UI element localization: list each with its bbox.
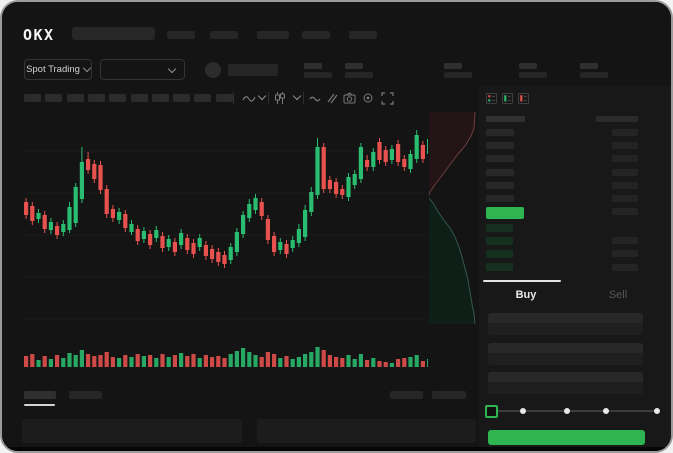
total-input[interactable] bbox=[488, 372, 643, 394]
slider-handle[interactable] bbox=[485, 405, 498, 418]
order-history-table bbox=[257, 419, 476, 443]
orderbook-last-price[interactable] bbox=[486, 207, 524, 219]
slider-stop[interactable] bbox=[654, 408, 660, 414]
chevron-down-icon bbox=[167, 64, 177, 74]
camera-icon[interactable] bbox=[343, 92, 356, 104]
toolbar-placeholder[interactable] bbox=[173, 94, 191, 102]
nav-item-placeholder[interactable] bbox=[349, 31, 377, 39]
nav-item-placeholder[interactable] bbox=[257, 31, 289, 39]
chevron-down-icon[interactable] bbox=[257, 91, 267, 101]
orderbook-amount-placeholder bbox=[612, 181, 638, 189]
amount-slider[interactable] bbox=[491, 410, 658, 412]
orderbook-ask-row[interactable] bbox=[486, 181, 514, 189]
candlestick-style-icon[interactable] bbox=[274, 92, 286, 104]
pair-selector-dropdown[interactable] bbox=[100, 59, 185, 80]
price-input[interactable] bbox=[488, 313, 643, 335]
brush-icon[interactable] bbox=[326, 92, 338, 104]
indicator-icon[interactable] bbox=[309, 95, 321, 102]
orderbook-header-placeholder bbox=[486, 116, 525, 122]
toolbar-placeholder[interactable] bbox=[194, 94, 212, 102]
depth-chart[interactable] bbox=[428, 110, 478, 326]
orderbook-amount-placeholder bbox=[612, 129, 638, 136]
orderbook-bid-row[interactable] bbox=[486, 224, 513, 232]
nav-item-placeholder[interactable] bbox=[210, 31, 238, 39]
toolbar-placeholder[interactable] bbox=[109, 94, 127, 102]
orderbook-view-bids-icon[interactable] bbox=[502, 93, 513, 104]
slider-stop[interactable] bbox=[520, 408, 526, 414]
fullscreen-icon[interactable] bbox=[381, 92, 394, 105]
tab-buy[interactable]: Buy bbox=[515, 289, 537, 301]
orderbook-ask-row[interactable] bbox=[486, 168, 514, 176]
orderbook-ask-row[interactable] bbox=[486, 155, 514, 163]
bottom-action-placeholder[interactable] bbox=[432, 391, 466, 399]
orderbook-amount-placeholder bbox=[612, 237, 638, 244]
toolbar-placeholder[interactable] bbox=[45, 94, 63, 102]
settings-gear-icon[interactable] bbox=[362, 92, 374, 104]
orderbook-bid-row[interactable] bbox=[486, 237, 513, 246]
orderbook-ask-row[interactable] bbox=[486, 129, 514, 136]
coin-avatar bbox=[205, 62, 221, 78]
orderbook-ask-row[interactable] bbox=[486, 195, 514, 202]
toolbar-placeholder[interactable] bbox=[130, 94, 148, 102]
slider-stop[interactable] bbox=[564, 408, 570, 414]
orderbook-amount-placeholder bbox=[612, 263, 638, 271]
orderbook-view-both-icon[interactable] bbox=[486, 93, 497, 104]
orderbook-amount-placeholder bbox=[612, 195, 638, 202]
open-orders-table bbox=[22, 419, 242, 443]
line-chart-icon[interactable] bbox=[242, 93, 256, 103]
candlestick-chart[interactable] bbox=[22, 109, 428, 341]
bottom-tab[interactable] bbox=[69, 391, 102, 399]
slider-stop[interactable] bbox=[603, 408, 609, 414]
orderbook-header-placeholder bbox=[596, 116, 638, 122]
chevron-down-icon bbox=[82, 63, 92, 73]
bottom-tab-underline bbox=[24, 404, 55, 406]
nav-item-placeholder[interactable] bbox=[167, 31, 195, 39]
amount-input[interactable] bbox=[488, 343, 643, 365]
orderbook-amount-placeholder bbox=[612, 168, 638, 176]
volume-chart[interactable] bbox=[22, 342, 428, 369]
pair-name-placeholder bbox=[228, 64, 278, 76]
orderbook-amount-placeholder bbox=[612, 208, 638, 216]
toolbar-placeholder[interactable] bbox=[87, 94, 105, 102]
toolbar-placeholder[interactable] bbox=[215, 94, 233, 102]
orderbook-bid-row[interactable] bbox=[486, 263, 513, 272]
bottom-action-placeholder[interactable] bbox=[390, 391, 423, 399]
market-type-label: Spot Trading bbox=[26, 64, 80, 75]
global-search-input[interactable] bbox=[72, 27, 155, 40]
buy-button[interactable] bbox=[488, 430, 645, 445]
orderbook-amount-placeholder bbox=[612, 155, 638, 163]
chevron-down-icon[interactable] bbox=[292, 91, 302, 101]
bezel-strip bbox=[2, 447, 671, 451]
orderbook-amount-placeholder bbox=[612, 250, 638, 258]
orderbook-amount-placeholder bbox=[612, 142, 638, 150]
active-tab-indicator bbox=[483, 280, 561, 282]
toolbar-placeholder[interactable] bbox=[24, 94, 41, 102]
toolbar-placeholder[interactable] bbox=[66, 94, 84, 102]
orderbook-ask-row[interactable] bbox=[486, 142, 514, 150]
orderbook-view-asks-icon[interactable] bbox=[518, 93, 529, 104]
market-type-dropdown[interactable]: Spot Trading bbox=[24, 59, 92, 80]
nav-item-placeholder[interactable] bbox=[302, 31, 330, 39]
tab-sell[interactable]: Sell bbox=[608, 289, 628, 301]
orderbook-bid-row[interactable] bbox=[486, 250, 513, 259]
okx-logo[interactable]: OKX bbox=[23, 26, 55, 44]
bottom-tab-active[interactable] bbox=[24, 391, 56, 399]
toolbar-placeholder[interactable] bbox=[151, 94, 169, 102]
